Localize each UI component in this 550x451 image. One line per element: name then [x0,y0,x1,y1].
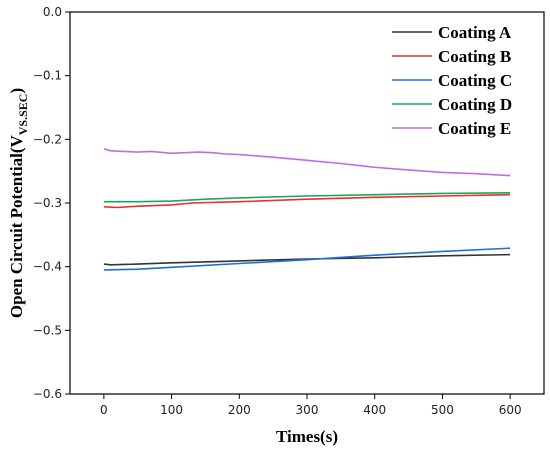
y-axis-ticks: 0.0 −0.1 −0.2 −0.3 −0.4 −0.5 −0.6 [33,5,70,401]
legend-label: Coating E [438,119,511,138]
legend: Coating A Coating B Coating C Coating D Coat… [392,23,512,138]
legend-label: Coating D [438,95,512,114]
y-tick-label: −0.3 [33,196,62,210]
series-line-coating-a [103,253,511,266]
plot-frame [69,11,545,395]
y-axis-title-suffix: ) [7,88,26,94]
series-line-coating-b [103,193,511,209]
x-tick-label: 200 [228,403,251,417]
y-axis-title: Open Circuit Potential(VVS.SEC) [7,88,30,318]
legend-label: Coating A [438,23,512,42]
x-tick-label: 0 [100,403,108,417]
y-tick-label: −0.2 [33,132,62,146]
y-tick-label: 0.0 [43,5,62,19]
x-axis-title: Times(s) [276,427,338,446]
series-line-coating-c [103,247,511,271]
x-tick-label: 400 [363,403,386,417]
legend-label: Coating B [438,47,511,66]
y-axis-title-main: Open Circuit Potential(V [7,135,26,319]
y-tick-label: −0.6 [33,387,62,401]
y-tick-label: −0.1 [33,69,62,83]
series-line-coating-d [103,192,511,203]
series-line-coating-e [103,148,511,177]
y-tick-label: −0.5 [33,323,62,337]
x-tick-label: 600 [499,403,522,417]
x-tick-label: 500 [431,403,454,417]
legend-label: Coating C [438,71,512,90]
x-tick-label: 300 [296,403,319,417]
y-axis-title-subscript: VS.SEC [16,94,30,136]
x-axis-ticks: 0 100 200 300 400 500 600 [100,394,522,417]
x-tick-label: 100 [160,403,183,417]
series-lines [103,148,511,271]
y-tick-label: −0.4 [33,260,62,274]
